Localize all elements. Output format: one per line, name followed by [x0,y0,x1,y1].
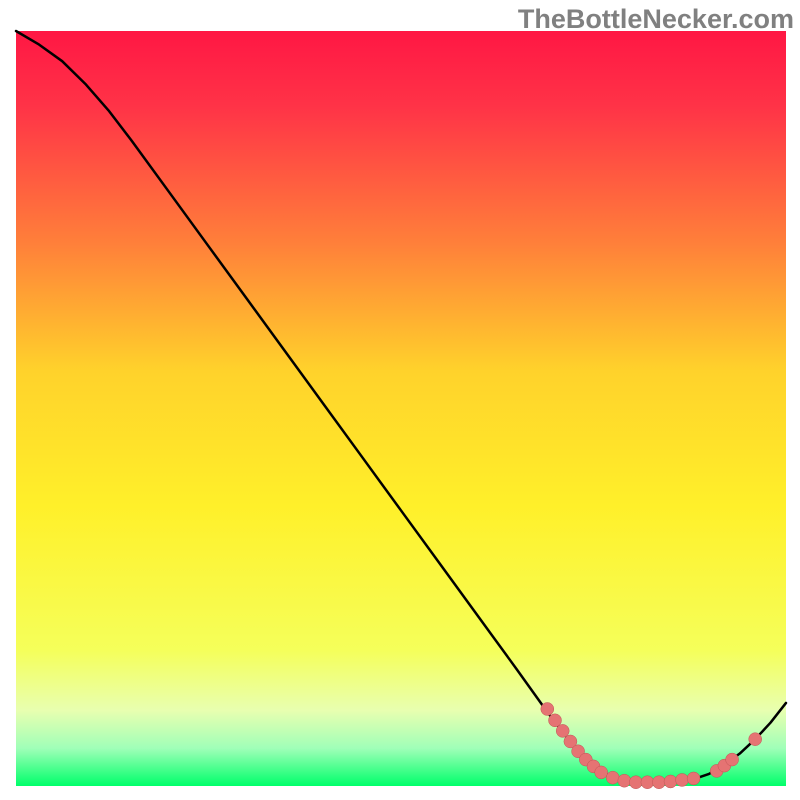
data-marker [549,714,562,727]
data-marker [606,771,619,784]
data-marker [618,774,631,787]
data-marker [676,773,689,786]
plot-area [16,31,786,786]
watermark-label: TheBottleNecker.com [518,4,794,35]
chart-svg [16,31,786,786]
data-marker [641,776,654,789]
curve-line [16,31,786,782]
data-marker [664,775,677,788]
data-marker [595,766,608,779]
data-marker [749,733,762,746]
data-markers [541,702,762,788]
data-marker [687,772,700,785]
data-marker [556,724,569,737]
data-marker [629,776,642,789]
data-marker [541,702,554,715]
chart-container: TheBottleNecker.com [0,0,800,800]
data-marker [726,753,739,766]
data-marker [652,776,665,789]
